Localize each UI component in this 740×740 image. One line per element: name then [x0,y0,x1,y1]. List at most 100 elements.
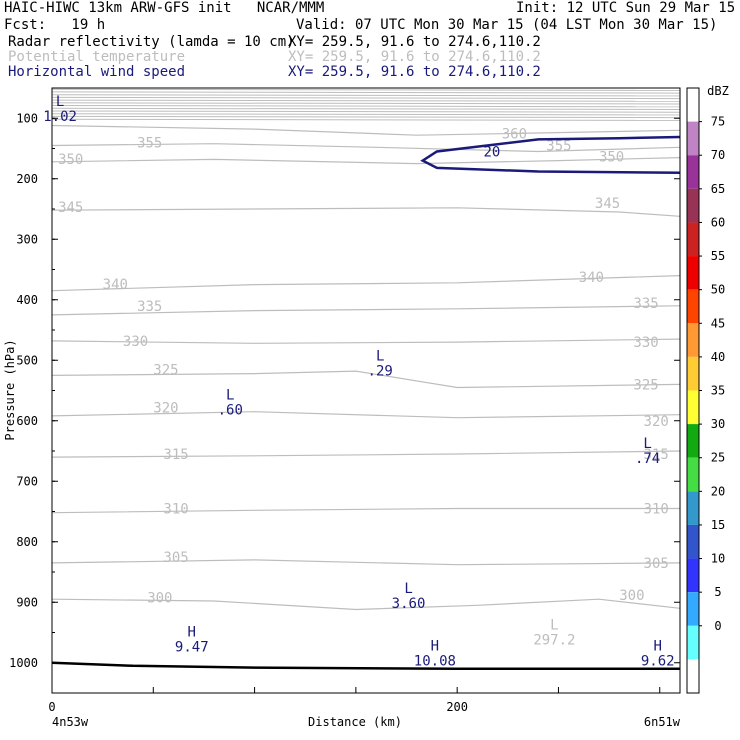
theta-contour-label: 325 [153,362,178,378]
field-radar-xy: XY= 259.5, 91.6 to 274.6,110.2 [288,34,541,50]
colorbar-level-label: 70 [711,148,725,162]
colorbar-cell [687,323,699,357]
colorbar-cell [687,592,699,626]
theta-contour-label: 320 [644,414,669,430]
theta-contour-label: 325 [633,377,658,393]
extremum-value: .74 [635,451,660,467]
y-tick-label: 800 [16,535,38,549]
x-tick-label: 0 [48,700,55,714]
colorbar-cell [687,356,699,391]
ground-line [52,661,680,671]
field-wind-name: Horizontal wind speed [8,64,186,80]
theta-contour-label: 330 [123,334,148,350]
theta-contour-355 [52,143,680,153]
theta-contour-340 [52,275,680,292]
x-axis-label: Distance (km) [308,715,402,729]
colorbar-level-label: 0 [714,619,721,633]
colorbar-level-label: 15 [711,518,725,532]
extremum-value: .60 [218,403,243,419]
colorbar-cell [687,155,699,189]
theta-contour-label: 310 [163,501,188,517]
top-isentrope-band [52,88,680,121]
extremum-value: 10.08 [414,654,456,670]
top-isentrope-line [52,118,680,121]
theta-contour-335 [52,305,680,316]
top-isentrope-line [52,107,680,110]
theta-contour-label: 305 [163,550,188,566]
extremum-marker-L: L [56,94,64,110]
extremum-marker-H: H [653,639,661,655]
theta-contour-label: 310 [644,501,669,517]
colorbar-cell [687,424,699,458]
colorbar-cell [687,524,699,559]
top-isentrope-line [52,102,680,105]
colorbar-cell [687,558,699,593]
extremum-value: .29 [368,363,393,379]
theta-contour-310 [52,507,680,514]
x-axis: 0 200 [48,687,661,714]
extremum-marker-H: H [188,625,196,641]
theta-contour-label: 305 [644,556,669,572]
extremum-value: 9.62 [641,654,675,670]
colorbar-cell [687,88,699,122]
theta-contour-label: 330 [633,335,658,351]
y-tick-label: 900 [16,595,38,609]
theta-contour-300 [52,598,680,611]
colorbar-cell [687,256,699,290]
theta-contour-label: 345 [595,196,620,212]
field-wind-xy: XY= 259.5, 91.6 to 274.6,110.2 [288,64,541,80]
theta-contour-350 [52,157,680,165]
colorbar-level-label: 20 [711,484,725,498]
header-title: HAIC-HIWC 13km ARW-GFS init NCAR/MMM [4,0,325,16]
extremum-marker-L: L [226,388,234,404]
colorbar-level-label: 30 [711,417,725,431]
extremum-marker-L: L [550,617,558,633]
y-tick-label: 400 [16,293,38,307]
wind-contour-label: 20 [483,145,500,161]
extremum-value: 297.2 [533,632,575,648]
extremum-marker-L: L [404,581,412,597]
colorbar-cell [687,222,699,257]
theta-contour-label: 355 [546,138,571,154]
colorbar-cell [687,491,699,525]
theta-contour-label: 315 [644,447,669,463]
colorbar-level-label: 10 [711,552,725,566]
theta-contour-label: 350 [58,152,83,168]
y-tick-label: 700 [16,474,38,488]
theta-contour-325 [52,370,680,389]
theta-contour-label: 320 [153,400,178,416]
header-valid: Valid: 07 UTC Mon 30 Mar 15 (04 LST Mon … [296,17,718,33]
top-isentrope-line [52,115,680,119]
theta-contour-320 [52,411,680,419]
theta-contour-315 [52,450,680,458]
theta-contour-label: 360 [502,126,527,142]
extremum-value: 3.60 [392,596,426,612]
theta-contour-label: 335 [633,296,658,312]
top-isentrope-line [52,91,680,94]
theta-contour-label: 300 [619,588,644,604]
header-forecast: Fcst: 19 h [4,17,106,33]
colorbar-cell [687,625,699,660]
y-tick-label: 500 [16,353,38,367]
theta-contour-label: 355 [137,135,162,151]
y-tick-label: 100 [16,111,38,125]
colorbar-level-label: 25 [711,451,725,465]
theta-contour-305 [52,559,680,566]
colorbar-level-label: 65 [711,182,725,196]
field-radar-name: Radar reflectivity (lamda = 10 cm) [8,34,295,50]
y-axis-label: Pressure (hPa) [3,339,17,440]
plot-frame [51,87,681,694]
colorbar-level-label: 35 [711,384,725,398]
colorbar-cell [687,289,699,324]
top-isentrope-line [52,105,680,108]
colorbar-level-label: 40 [711,350,725,364]
top-isentrope-line [52,110,680,113]
field-theta-name: Potential temperature [8,49,186,65]
colorbar-level-label: 50 [711,283,725,297]
theta-contour-330 [52,338,680,344]
theta-contour-label: 350 [599,149,624,165]
theta-contour-label: 300 [147,590,172,606]
